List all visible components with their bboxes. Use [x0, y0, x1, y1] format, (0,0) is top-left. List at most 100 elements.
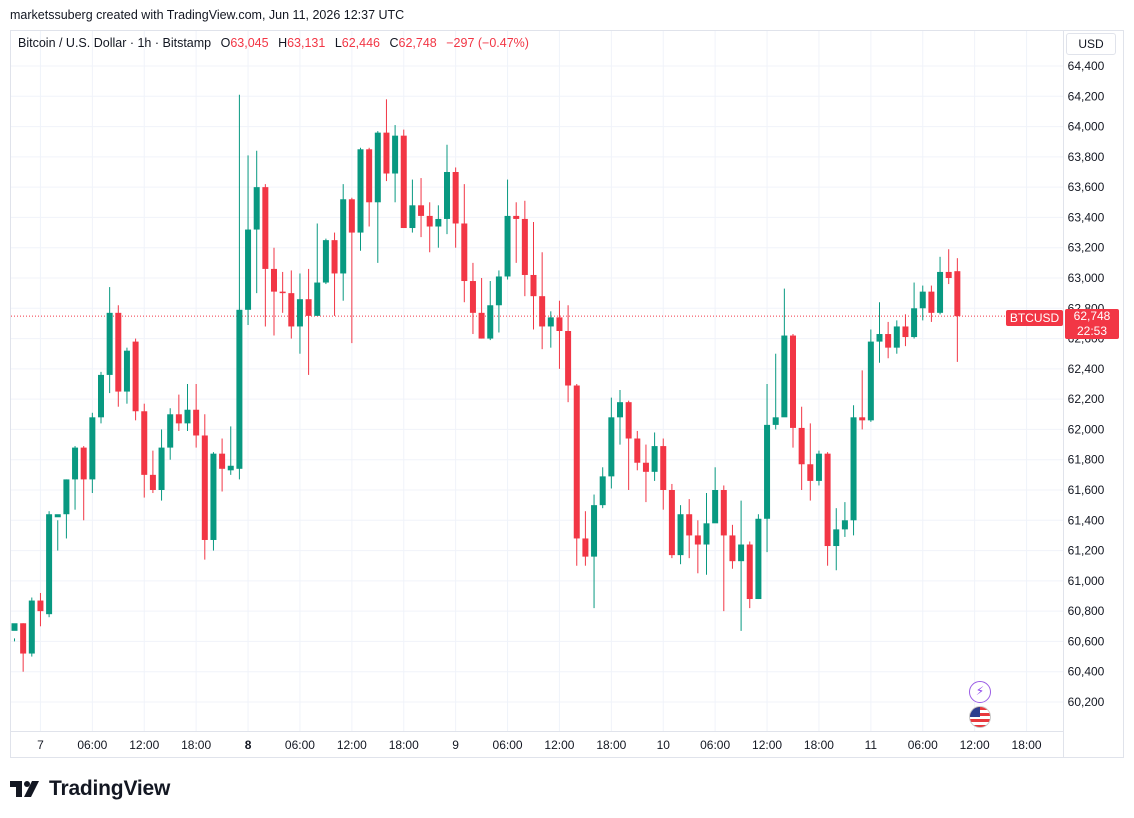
- time-tick-label: 06:00: [285, 738, 315, 752]
- candle-body: [201, 435, 208, 540]
- candle-body: [867, 341, 874, 421]
- legend-close-label: C: [389, 36, 399, 50]
- candle-body: [478, 312, 485, 339]
- candle: [348, 197, 355, 344]
- candle: [201, 414, 208, 560]
- bar-countdown: 22:53: [1076, 324, 1108, 338]
- candle: [184, 384, 191, 431]
- candle: [954, 258, 961, 362]
- candle-body: [755, 518, 762, 600]
- legend-open-label: O: [220, 36, 231, 50]
- time-tick-label: 7: [37, 738, 44, 752]
- candle-body: [712, 490, 719, 524]
- candle: [547, 311, 554, 348]
- candle-body: [487, 305, 494, 339]
- candle-body: [677, 514, 684, 556]
- grid-lines: [11, 31, 1063, 731]
- candle: [850, 405, 857, 536]
- candle-body: [444, 172, 450, 219]
- tradingview-logo[interactable]: TradingView: [10, 776, 170, 802]
- price-tick-label: 61,600: [1068, 483, 1105, 497]
- candle: [469, 262, 476, 335]
- candle: [322, 238, 329, 285]
- candle-series: [11, 94, 961, 672]
- candle: [288, 270, 295, 339]
- candle: [911, 282, 918, 339]
- candle: [444, 144, 450, 235]
- candle: [452, 167, 459, 248]
- price-axis[interactable]: 60,200 60,400 60,600 60,800 61,000 61,200 61,4…: [1063, 31, 1105, 757]
- price-tick-label: 64,000: [1068, 120, 1105, 134]
- candle-body: [504, 215, 511, 277]
- candle: [504, 179, 511, 280]
- candle: [556, 300, 563, 369]
- candle: [296, 273, 303, 354]
- candle: [98, 371, 104, 424]
- candle-body: [279, 291, 286, 294]
- candle-body: [210, 453, 217, 540]
- candle-body: [245, 229, 252, 310]
- candle-body: [469, 281, 476, 313]
- lightning-sparkle-icon[interactable]: ⚡: [969, 681, 991, 703]
- candle-body: [357, 149, 364, 233]
- candle-body: [738, 544, 745, 562]
- candle-body: [781, 335, 788, 418]
- legend-low-label: L: [334, 36, 342, 50]
- candle-body: [115, 312, 122, 392]
- candle: [703, 493, 710, 575]
- candle-body: [348, 199, 355, 233]
- candle-body: [885, 334, 892, 348]
- candle-body: [392, 135, 399, 174]
- time-tick-label: 12:00: [960, 738, 990, 752]
- candle-body: [539, 296, 546, 327]
- candle: [193, 384, 200, 448]
- legend-symbol: Bitcoin / U.S. Dollar · 1h · Bitstamp: [18, 36, 212, 50]
- legend-close-value: 62,748: [398, 36, 437, 50]
- candle: [271, 247, 277, 336]
- symbol-legend: Bitcoin / U.S. Dollar · 1h · Bitstamp O 6…: [18, 36, 529, 50]
- candle-body: [11, 623, 18, 631]
- price-tick-label: 61,800: [1068, 453, 1105, 467]
- price-tick-label: 62,200: [1068, 392, 1105, 406]
- candle-body: [374, 132, 381, 203]
- candle: [331, 232, 338, 316]
- candle: [357, 147, 364, 251]
- candle: [366, 147, 373, 227]
- candle: [668, 483, 675, 559]
- candle-body: [850, 417, 857, 521]
- candle-body: [937, 271, 944, 313]
- currency-button[interactable]: USD: [1066, 33, 1116, 55]
- candle: [591, 494, 598, 609]
- legend-low-value: 62,446: [341, 36, 380, 50]
- legend-high-value: 63,131: [287, 36, 326, 50]
- price-tick-label: 61,200: [1068, 544, 1105, 558]
- candle-body: [833, 529, 840, 547]
- candle-body: [366, 149, 373, 203]
- candle-body: [132, 341, 139, 412]
- candle-body: [106, 312, 113, 375]
- candle-body: [80, 447, 87, 480]
- candle-body: [928, 291, 935, 313]
- candle-body: [63, 479, 70, 515]
- candle: [937, 256, 944, 315]
- candle: [790, 334, 796, 448]
- candle: [426, 202, 433, 253]
- time-axis[interactable]: 7 06:00 12:00 18:00 8 06:00 12:00 18:00 9 06:00 12…: [11, 731, 1063, 753]
- candle: [418, 178, 425, 238]
- candle: [495, 270, 502, 333]
- time-tick-label: 8: [245, 738, 252, 752]
- candle: [54, 514, 61, 551]
- candle-body: [288, 293, 295, 327]
- candle: [729, 524, 736, 569]
- candle-body: [141, 411, 148, 475]
- candle-body: [305, 299, 312, 316]
- candle-body: [314, 282, 321, 316]
- tradingview-logo-text: TradingView: [49, 777, 171, 800]
- candle-body: [720, 490, 727, 536]
- candle-body: [452, 172, 459, 224]
- candle-body: [815, 453, 822, 481]
- symbol-price-label: BTCUSD: [1006, 310, 1063, 326]
- tradingview-logo-icon: [10, 781, 39, 797]
- us-flag-icon[interactable]: [969, 706, 991, 728]
